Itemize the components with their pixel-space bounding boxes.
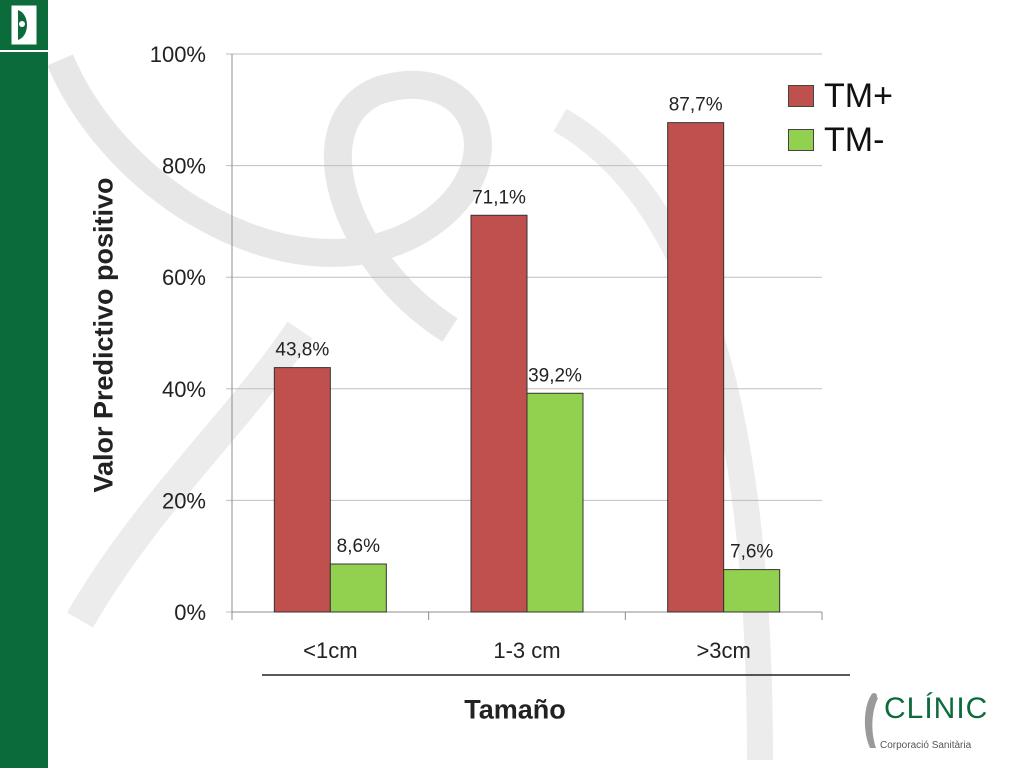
x-tick-label: >3cm [696,638,750,663]
data-label: 39,2% [528,365,582,386]
x-axis-label: Tamaño [464,694,566,725]
x-tick-label: 1-3 cm [493,638,560,663]
data-label: 71,1% [472,187,526,208]
clinic-logo-subtext: Corporació Sanitària [880,740,972,751]
bar-tm-plus [470,214,528,613]
y-axis-label: Valor Predictivo positivo [88,177,119,493]
bar-tm-minus [723,569,781,613]
figure-logo-icon [11,5,37,45]
y-tick-label: 20% [162,488,206,513]
clinic-logo: CLÍNIC Corporació Sanitària [858,690,988,760]
bar-tm-plus [273,367,331,613]
clinic-figure-icon [864,693,878,748]
legend-item-tm-minus: TM- [788,118,893,162]
clinic-logo-text: CLÍNIC [884,692,989,725]
y-tick-label: 40% [162,377,206,402]
bar-tm-minus [329,563,387,613]
x-tick-label: <1cm [303,638,357,663]
data-label: 43,8% [275,340,329,361]
corner-logo [0,0,48,50]
left-accent-bar [0,52,48,768]
legend-label-tm-plus: TM+ [824,76,893,115]
y-tick-label: 60% [162,265,206,290]
y-tick-label: 0% [174,600,206,625]
data-label: 8,6% [337,536,380,557]
bar-tm-minus [526,392,584,613]
y-tick-label: 100% [150,42,206,67]
y-tick-label: 80% [162,154,206,179]
legend-label-tm-minus: TM- [824,120,885,159]
legend-swatch-tm-plus [788,85,814,107]
legend-swatch-tm-minus [788,129,814,151]
legend-item-tm-plus: TM+ [788,74,893,118]
legend: TM+ TM- [788,74,893,162]
bar-tm-plus [667,122,725,613]
data-label: 87,7% [669,95,723,116]
data-label: 7,6% [730,542,773,563]
